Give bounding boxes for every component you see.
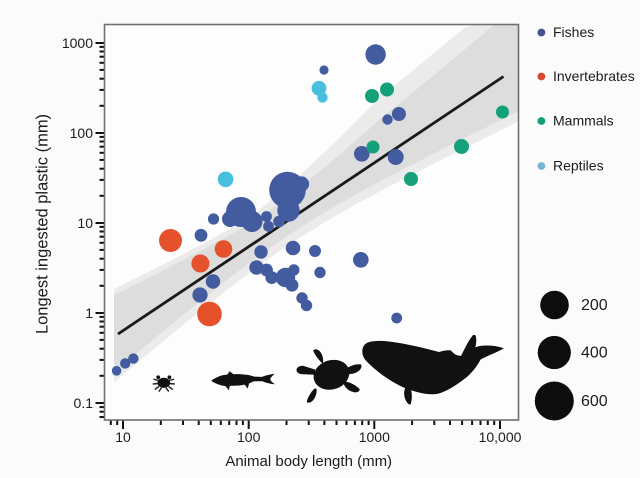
svg-text:100: 100 (70, 125, 94, 141)
svg-text:600: 600 (581, 393, 608, 410)
svg-text:Reptiles: Reptiles (553, 158, 604, 174)
svg-text:1000: 1000 (62, 35, 93, 51)
svg-text:400: 400 (581, 345, 608, 362)
svg-text:200: 200 (581, 297, 608, 314)
svg-text:10: 10 (77, 215, 93, 231)
svg-text:Longest ingested plastic (mm): Longest ingested plastic (mm) (34, 114, 52, 334)
svg-text:10,000: 10,000 (479, 429, 522, 445)
svg-text:Animal body length (mm): Animal body length (mm) (225, 453, 392, 470)
svg-text:Fishes: Fishes (553, 24, 594, 40)
svg-text:Invertebrates: Invertebrates (553, 68, 635, 84)
svg-text:1000: 1000 (359, 429, 390, 445)
svg-text:1: 1 (85, 305, 93, 321)
svg-text:Mammals: Mammals (553, 113, 614, 129)
svg-text:10: 10 (115, 429, 131, 445)
svg-text:100: 100 (237, 429, 261, 445)
svg-text:0.1: 0.1 (74, 395, 94, 411)
